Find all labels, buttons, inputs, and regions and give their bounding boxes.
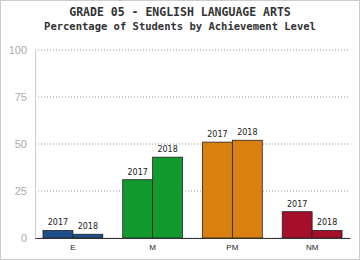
y-tick-label: 50 [15, 138, 27, 150]
bar [73, 234, 103, 238]
y-tick-label: 0 [21, 232, 27, 244]
x-tick-label: E [70, 243, 75, 252]
grid-line [35, 50, 350, 51]
bar-series-label: 2018 [157, 145, 177, 154]
bar-series-label: 2017 [207, 130, 227, 139]
bar-series-label: 2018 [237, 128, 257, 137]
y-tick: 0 [21, 232, 35, 244]
y-axis: 0 25 50 75 100 [9, 44, 36, 244]
bar-series-label: 2018 [317, 218, 337, 227]
y-tick-label: 25 [15, 185, 27, 197]
x-tick: NM [306, 238, 319, 252]
bar-series-label: 2017 [287, 200, 307, 209]
x-axis: E M PM NM [36, 238, 351, 252]
subtitle: Percentage of Students by Achievement Le… [44, 20, 316, 32]
bar [232, 140, 262, 238]
y-axis-line [35, 51, 36, 239]
frame [1, 1, 360, 260]
bar [312, 230, 342, 238]
bar-series-label: 2017 [127, 168, 147, 177]
grid-line [35, 97, 350, 98]
bars [43, 140, 342, 238]
y-tick-label: 75 [15, 91, 27, 103]
bar [123, 180, 153, 238]
x-tick: E [70, 238, 75, 252]
x-tick-label: M [149, 243, 156, 252]
bar [282, 212, 312, 238]
x-tick-label: NM [306, 243, 319, 252]
title: GRADE 05 - ENGLISH LANGUAGE ARTS [69, 5, 291, 19]
x-tick: M [149, 238, 156, 252]
bar [43, 230, 73, 238]
chart: GRADE 05 - ENGLISH LANGUAGE ARTSPercenta… [0, 0, 360, 260]
bar [153, 157, 183, 238]
x-tick: PM [226, 238, 238, 252]
bar-series-label: 2018 [78, 222, 98, 231]
x-axis-line [36, 238, 351, 239]
grid-line [35, 191, 350, 192]
x-tick-label: PM [226, 243, 238, 252]
y-tick: 50 [15, 138, 35, 150]
grid-line [35, 144, 350, 145]
y-tick: 100 [9, 44, 35, 56]
bar [202, 142, 232, 238]
bar-series-label: 2017 [48, 218, 68, 227]
data-labels: 2017 2017 2017 2017 2018 2018 2018 2018 [48, 128, 338, 231]
plot: 0255075100201720172017201720182018201820… [9, 44, 351, 252]
y-tick: 75 [15, 91, 35, 103]
y-tick-label: 100 [9, 44, 27, 56]
y-tick: 25 [15, 185, 35, 197]
